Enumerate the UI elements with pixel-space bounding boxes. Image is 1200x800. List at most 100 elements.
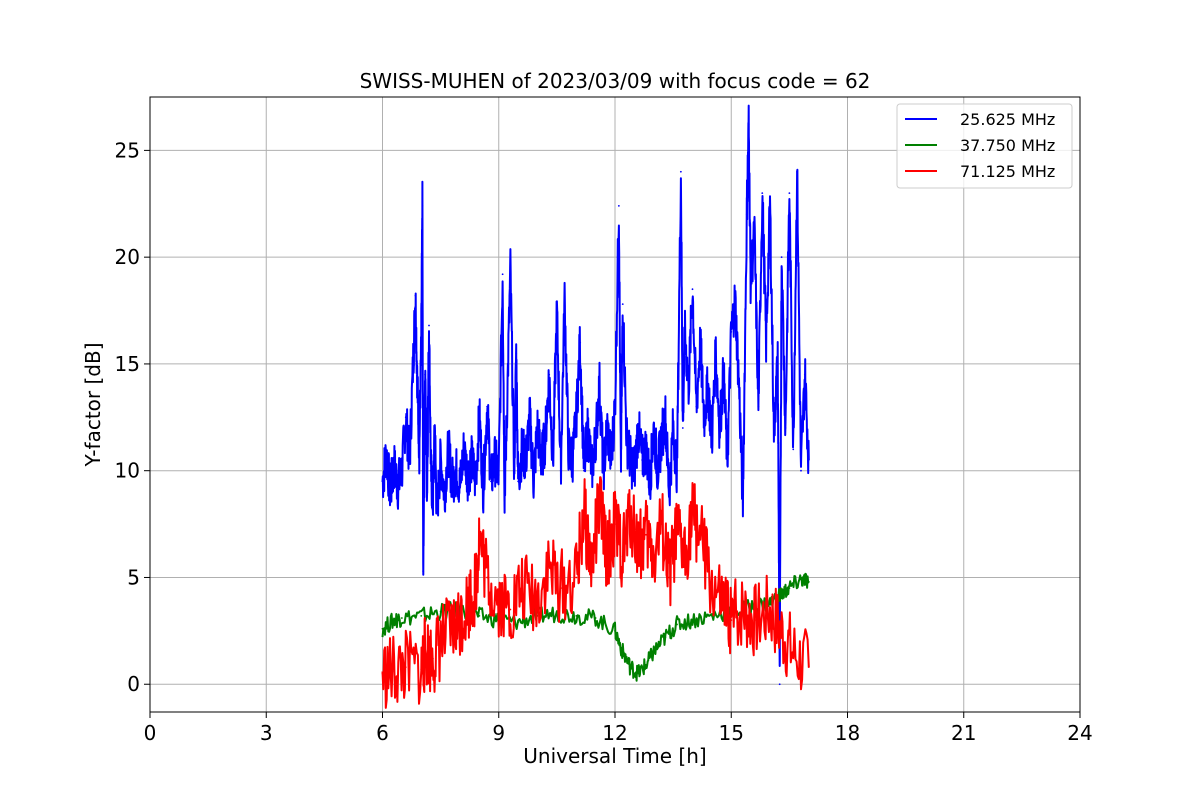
data-point (645, 664, 647, 666)
data-point (397, 484, 399, 487)
data-point (486, 405, 489, 408)
data-point (792, 651, 795, 654)
data-point (501, 273, 504, 276)
data-point (544, 437, 547, 440)
data-point (668, 491, 671, 493)
data-point (726, 459, 729, 461)
data-point (660, 437, 663, 440)
data-point (730, 619, 733, 622)
data-point (648, 480, 651, 483)
data-point (571, 459, 574, 461)
data-point (645, 448, 647, 451)
data-point (699, 341, 702, 344)
data-point (621, 555, 624, 558)
data-point (513, 469, 516, 472)
data-point (493, 459, 496, 461)
data-point (509, 608, 512, 611)
data-point (695, 405, 698, 408)
data-point (400, 469, 403, 472)
data-point (769, 202, 771, 205)
data-point (414, 294, 417, 297)
data-point (637, 672, 640, 675)
data-point (583, 512, 585, 515)
data-point (691, 288, 694, 291)
data-point (408, 459, 411, 461)
data-point (404, 666, 407, 669)
data-point (691, 619, 694, 622)
data-point (439, 610, 442, 613)
data-point (416, 384, 419, 387)
data-point (586, 427, 589, 429)
data-point (426, 491, 428, 493)
data-point (478, 533, 481, 536)
series-layer (381, 104, 810, 709)
x-axis-label: Universal Time [h] (523, 744, 706, 768)
legend-label: 25.625 MHz (960, 110, 1055, 129)
data-point (641, 459, 644, 461)
data-point (660, 523, 663, 525)
data-point (435, 512, 438, 515)
data-point (459, 484, 461, 487)
legend-label: 37.750 MHz (960, 136, 1055, 155)
data-point (478, 615, 481, 617)
data-point (447, 448, 450, 451)
data-point (610, 459, 613, 461)
data-point (575, 615, 578, 617)
data-point (803, 373, 806, 376)
data-point (629, 512, 632, 515)
data-point (598, 501, 601, 504)
data-point (583, 469, 585, 472)
data-point (540, 459, 543, 461)
x-tick-label: 6 (376, 721, 389, 745)
data-point (389, 491, 392, 493)
data-point (497, 597, 500, 600)
data-point (536, 427, 539, 429)
data-point (590, 565, 593, 568)
data-point (420, 668, 423, 671)
data-point (567, 448, 570, 451)
data-point (687, 384, 690, 387)
data-point (776, 363, 779, 365)
x-tick-label: 18 (835, 721, 860, 745)
data-point (676, 623, 678, 626)
data-point (722, 373, 725, 376)
data-point (404, 416, 407, 419)
data-point (621, 303, 624, 306)
data-point (747, 123, 750, 126)
x-tick-label: 0 (144, 721, 157, 745)
legend: 25.625 MHz 37.750 MHz 71.125 MHz (896, 103, 1073, 189)
data-point (490, 480, 492, 483)
legend-label: 71.125 MHz (960, 162, 1055, 181)
y-tick-label: 25 (115, 138, 140, 162)
data-point (722, 608, 725, 611)
data-point (664, 416, 667, 419)
data-point (400, 617, 403, 619)
data-point (598, 384, 601, 387)
data-point (555, 612, 558, 615)
x-tick-label: 24 (1067, 721, 1092, 745)
data-point (594, 437, 597, 440)
data-point (478, 416, 481, 419)
data-point (503, 491, 506, 493)
data-point (606, 555, 609, 558)
data-point (521, 448, 523, 451)
data-point (430, 469, 432, 472)
data-point (548, 373, 551, 376)
data-point (664, 636, 667, 639)
data-point (528, 416, 531, 419)
data-point (517, 621, 520, 624)
data-point (552, 459, 554, 461)
data-point (629, 666, 632, 669)
data-point (734, 298, 737, 301)
data-point (683, 555, 686, 558)
data-point (691, 512, 694, 515)
data-point (474, 480, 477, 483)
data-point (614, 523, 616, 525)
data-point (681, 427, 684, 429)
data-point (807, 580, 810, 583)
data-point (451, 480, 454, 483)
data-point (559, 587, 562, 590)
y-tick-label: 15 (115, 352, 140, 376)
data-point (753, 619, 756, 622)
data-point (521, 587, 523, 590)
